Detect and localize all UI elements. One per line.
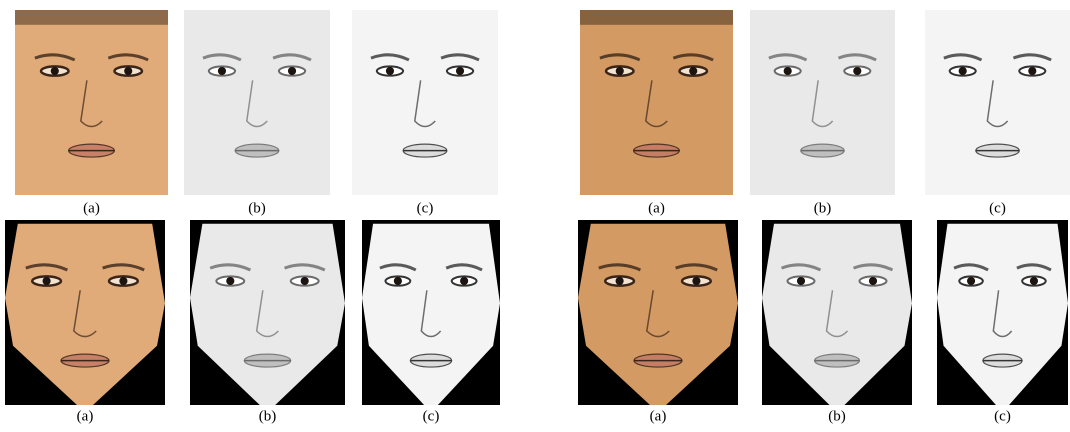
pupil [1028, 67, 1036, 75]
pupil [967, 277, 975, 285]
image [750, 10, 895, 195]
caption: (a) [77, 408, 94, 424]
caption: (c) [989, 200, 1006, 216]
pupil [460, 277, 468, 285]
pupil [959, 67, 967, 75]
panel: (c) [925, 10, 1070, 216]
pupil [1030, 277, 1038, 285]
caption: (a) [648, 200, 665, 216]
pupil [43, 277, 51, 285]
pupil [301, 277, 309, 285]
panel: (b) [190, 220, 345, 424]
image [580, 10, 733, 195]
pupil [394, 277, 402, 285]
panel: (c) [362, 220, 500, 424]
image [184, 10, 330, 195]
figure: (a) (b) (c) (a) (b) (c) (a) (b) (c) (a) (b) (c) [0, 0, 1070, 427]
pupil [797, 277, 805, 285]
caption: (c) [994, 408, 1011, 424]
pupil [616, 67, 624, 75]
image [15, 10, 168, 195]
pupil [288, 67, 296, 75]
pupil [119, 277, 127, 285]
pupil [124, 67, 132, 75]
pupil [689, 67, 697, 75]
panel: (c) [352, 10, 498, 216]
pupil [456, 67, 464, 75]
panel: (b) [762, 220, 912, 424]
caption: (b) [814, 200, 832, 216]
panel: (b) [184, 10, 330, 216]
caption: (a) [83, 200, 100, 216]
pupil [386, 67, 394, 75]
pupil [853, 67, 861, 75]
image [925, 10, 1070, 195]
panel: (c) [937, 220, 1068, 424]
pupil [869, 277, 877, 285]
panel: (a) [580, 10, 733, 216]
pupil [784, 67, 792, 75]
panel: (b) [750, 10, 895, 216]
caption: (c) [417, 200, 434, 216]
pupil [692, 277, 700, 285]
panel: (a) [578, 220, 738, 424]
pupil [226, 277, 234, 285]
panel: (a) [15, 10, 168, 216]
pupil [51, 67, 59, 75]
caption: (b) [248, 200, 266, 216]
caption: (c) [423, 408, 440, 424]
hair [15, 10, 168, 25]
caption: (b) [828, 408, 846, 424]
image [352, 10, 498, 195]
caption: (b) [259, 408, 277, 424]
pupil [616, 277, 624, 285]
caption: (a) [650, 408, 667, 424]
panel: (a) [5, 220, 165, 424]
hair [580, 10, 733, 25]
pupil [218, 67, 226, 75]
